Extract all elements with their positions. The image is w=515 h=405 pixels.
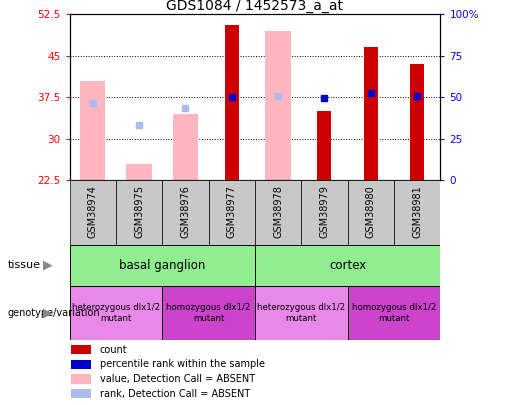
Text: homozygous dlx1/2
mutant: homozygous dlx1/2 mutant <box>166 303 251 322</box>
Text: tissue: tissue <box>8 260 41 270</box>
Bar <box>70 286 162 340</box>
Bar <box>364 47 377 180</box>
Text: rank, Detection Call = ABSENT: rank, Detection Call = ABSENT <box>100 389 250 399</box>
Bar <box>209 180 255 245</box>
Bar <box>255 180 301 245</box>
Bar <box>116 180 162 245</box>
Text: genotype/variation: genotype/variation <box>8 308 100 318</box>
Text: GSM38980: GSM38980 <box>366 185 376 238</box>
Bar <box>255 286 348 340</box>
Bar <box>162 286 255 340</box>
Text: GSM38979: GSM38979 <box>319 185 330 238</box>
Bar <box>80 81 106 180</box>
Bar <box>71 389 91 398</box>
Bar <box>225 25 239 180</box>
Text: GSM38981: GSM38981 <box>412 185 422 238</box>
Bar <box>410 64 424 180</box>
Text: basal ganglion: basal ganglion <box>119 259 205 272</box>
Bar <box>317 111 331 180</box>
Text: heterozygous dlx1/2
mutant: heterozygous dlx1/2 mutant <box>257 303 346 322</box>
Bar <box>301 180 348 245</box>
Text: value, Detection Call = ABSENT: value, Detection Call = ABSENT <box>100 374 255 384</box>
Bar <box>71 345 91 354</box>
Text: homozygous dlx1/2
mutant: homozygous dlx1/2 mutant <box>352 303 436 322</box>
Bar <box>126 164 152 180</box>
Text: ▶: ▶ <box>43 306 53 320</box>
Text: percentile rank within the sample: percentile rank within the sample <box>100 359 265 369</box>
Text: GSM38978: GSM38978 <box>273 185 283 238</box>
Bar <box>394 180 440 245</box>
Bar <box>348 286 440 340</box>
Text: GSM38975: GSM38975 <box>134 185 144 239</box>
Bar <box>162 180 209 245</box>
Title: GDS1084 / 1452573_a_at: GDS1084 / 1452573_a_at <box>166 0 344 13</box>
Text: GSM38977: GSM38977 <box>227 185 237 239</box>
Bar <box>348 180 394 245</box>
Text: GSM38976: GSM38976 <box>180 185 191 238</box>
Bar <box>71 360 91 369</box>
Bar <box>70 245 255 286</box>
Text: cortex: cortex <box>329 259 366 272</box>
Text: heterozygous dlx1/2
mutant: heterozygous dlx1/2 mutant <box>72 303 160 322</box>
Bar <box>255 245 440 286</box>
Bar <box>173 114 198 180</box>
Text: GSM38974: GSM38974 <box>88 185 98 238</box>
Text: ▶: ▶ <box>43 259 53 272</box>
Bar <box>70 180 116 245</box>
Bar <box>265 31 291 180</box>
Text: count: count <box>100 345 127 354</box>
Bar <box>71 374 91 384</box>
